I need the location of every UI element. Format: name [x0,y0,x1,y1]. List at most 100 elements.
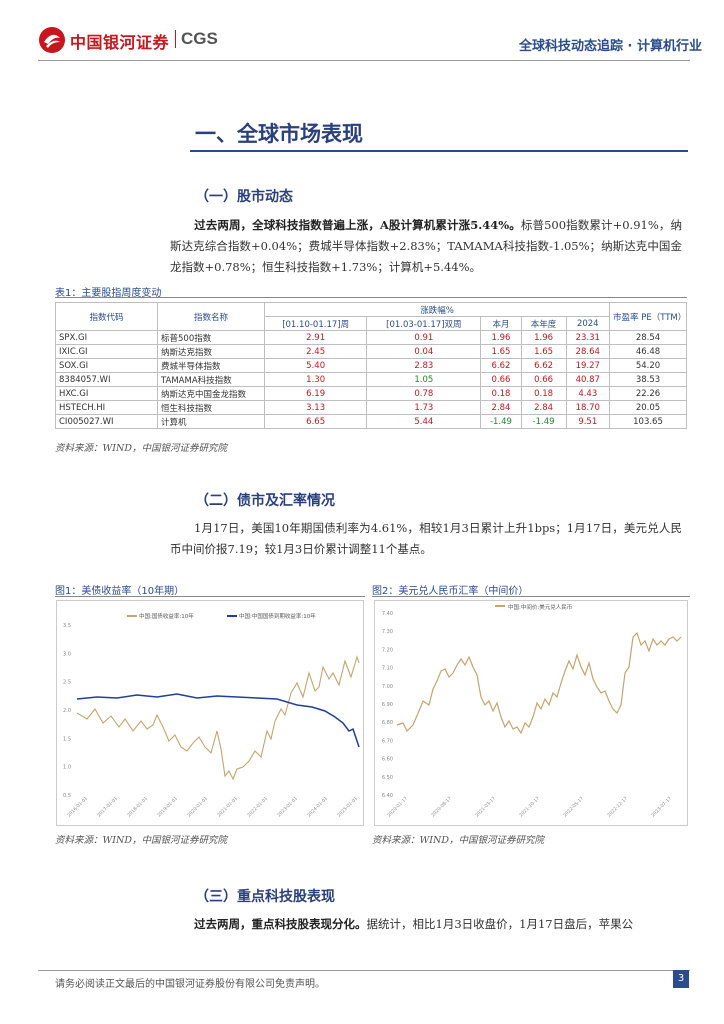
cell-code: SOX.GI [55,358,158,373]
cell-month: 6.62 [480,358,522,373]
legend-label-b: 中国:中国国债到期收益率:10年 [239,612,316,620]
cell-2024: 40.87 [565,372,611,387]
cell-pe: 38.53 [609,372,687,387]
paragraph-lead: 过去两周，重点科技股表现分化。 [194,917,367,931]
svg-text:2021-01-01: 2021-01-01 [216,796,239,819]
cell-2week: 0.91 [366,330,482,345]
table-top-rule [55,297,687,298]
y-tick-label: 0.5 [63,793,71,799]
y-tick-label: 7.00 [382,684,393,690]
figure2-caption: 图2：美元兑人民币汇率（中间价） [372,586,529,597]
report-title: 全球科技动态追踪 · 计算机行业 [519,39,702,54]
series-line-b [76,693,360,748]
y-tick-label: 6.80 [382,720,393,726]
col-header-name: 指数名称 [157,302,265,331]
x-tick-labels: 2016-01-01 2017-01-01 2018-01-01 2019-01… [66,796,359,819]
legend-label: 中国:中间价:美元兑人民币 [508,603,573,611]
y-tick-label: 7.40 [382,611,393,617]
figure1-chart: 3.5 3.0 2.5 2.0 1.5 1.0 0.5 中国:国债收益率:10年 中国:中国… [63,612,360,819]
table-row: SPX.GI 标普500指数 2.91 0.91 1.96 1.96 23.31 28.54 [55,330,687,345]
x-tick-labels: 2020-01-17 2020-08-17 2021-03-17 2021-10… [386,796,673,819]
cell-ytd: 2.84 [520,400,567,415]
series-line-usdcny [396,631,682,735]
section-underline [190,150,688,152]
cell-name: 纳斯达克指数 [157,344,265,359]
svg-text:2022-01-01: 2022-01-01 [246,796,269,819]
table-row: HXC.GI 纳斯达克中国金龙指数 6.19 0.78 0.18 0.18 4.43 22.2… [55,386,687,401]
cell-pe: 46.48 [609,344,687,359]
logo-icon [39,27,65,53]
cell-2week: 2.83 [366,358,482,373]
col-header-code: 指数代码 [55,302,158,331]
cell-pe: 20.05 [609,400,687,415]
table-row: CI005027.WI 计算机 6.65 5.44 -1.49 -1.49 9.51 103.… [55,414,687,429]
svg-text:2023-01-01: 2023-01-01 [276,796,299,819]
subsection-title-techstocks: （三）重点科技股表现 [195,889,335,905]
cell-code: CI005027.WI [55,414,158,429]
table-row: IXIC.GI 纳斯达克指数 2.45 0.04 1.65 1.65 28.64 46.48 [55,344,687,359]
cell-name: 计算机 [157,414,265,429]
cell-2024: 28.64 [565,344,611,359]
cell-ytd: 0.18 [520,386,567,401]
col-header-pe: 市盈率 PE（TTM） [609,302,687,331]
y-tick-label: 6.70 [382,738,393,744]
y-tick-label: 3.0 [63,651,71,657]
legend-swatch [495,605,505,607]
y-tick-label: 7.30 [382,629,393,635]
col-header-2week: [01.03-01.17]双周 [366,316,482,331]
cell-name: 纳斯达克中国金龙指数 [157,386,265,401]
y-tick-label: 6.40 [382,793,393,799]
cell-month: 0.66 [480,372,522,387]
index-table: 指数代码 指数名称 涨跌幅% 市盈率 PE（TTM） [01.10-01.17]… [55,302,687,429]
y-tick-label: 7.10 [382,666,393,672]
footer-disclaimer: 请务必阅读正文最后的中国银河证券股份有限公司免责声明。 [55,979,325,990]
col-header-2024: 2024 [565,316,611,331]
group-header-change: 涨跌幅% [264,302,610,317]
brand-separator [175,30,176,48]
svg-text:2025-01-01: 2025-01-01 [336,796,359,819]
figure1-box: 3.5 3.0 2.5 2.0 1.5 1.0 0.5 中国:国债收益率:10年 中国:中国… [56,600,364,826]
cell-month: 0.18 [480,386,522,401]
svg-text:2021-10-17: 2021-10-17 [518,796,541,819]
cell-month: 1.96 [480,330,522,345]
y-tick-label: 1.5 [63,736,71,742]
paragraph-stocks: 过去两周，全球科技指数普遍上涨，A股计算机累计涨5.44%。标普500指数累计+… [170,215,682,278]
cell-week: 6.19 [263,386,368,401]
cell-ytd: 0.66 [520,372,567,387]
cell-week: 3.13 [263,400,368,415]
svg-text:2018-01-01: 2018-01-01 [126,796,149,819]
legend-swatch-b [227,615,237,617]
cell-month: -1.49 [480,414,522,429]
svg-text:2020-01-01: 2020-01-01 [186,796,209,819]
cell-2week: 0.04 [366,344,482,359]
cell-ytd: 6.62 [520,358,567,373]
header-divider [38,60,690,61]
figure1-rule [55,596,365,597]
brand-name-en: CGS [181,29,218,48]
paragraph-lead: 过去两周，全球科技指数普遍上涨，A股计算机累计涨5.44%。 [194,218,521,232]
y-tick-label: 7.20 [382,647,393,653]
table-row: SOX.GI 费城半导体指数 5.40 2.83 6.62 6.62 19.27 54.20 [55,358,687,373]
paragraph-body: 标普500指数累计+0.91%，纳斯达克综合指数+0.04%；费城半导体指数+2… [170,218,682,274]
svg-text:2019-01-01: 2019-01-01 [156,796,179,819]
paragraph-techstocks: 过去两周，重点科技股表现分化。据统计，相比1月3日收盘价，1月17日盘后，苹果公 [170,914,682,935]
figure1-source: 资料来源：WIND，中国银河证券研究院 [55,835,227,846]
svg-text:2022-05-17: 2022-05-17 [562,796,585,819]
cell-code: SPX.GI [55,330,158,345]
paragraph-bonds: 1月17日，美国10年期国债利率为4.61%，相较1月3日累计上升1bps；1月… [170,518,682,560]
y-tick-label: 6.90 [382,702,393,708]
subsection-title-bonds: （二）债市及汇率情况 [195,493,335,509]
cell-ytd: -1.49 [520,414,567,429]
footer-divider [38,970,690,971]
cell-week: 2.91 [263,330,368,345]
table-row: HSTECH.HI 恒生科技指数 3.13 1.73 2.84 2.84 18.70 20.0… [55,400,687,415]
cell-2024: 9.51 [565,414,611,429]
y-tick-label: 6.60 [382,757,393,763]
cell-ytd: 1.65 [520,344,567,359]
y-tick-label: 2.5 [63,680,71,686]
cell-code: HSTECH.HI [55,400,158,415]
section-title: 一、全球市场表现 [195,122,363,146]
cell-month: 2.84 [480,400,522,415]
cell-pe: 54.20 [609,358,687,373]
y-tick-label: 2.0 [63,708,71,714]
